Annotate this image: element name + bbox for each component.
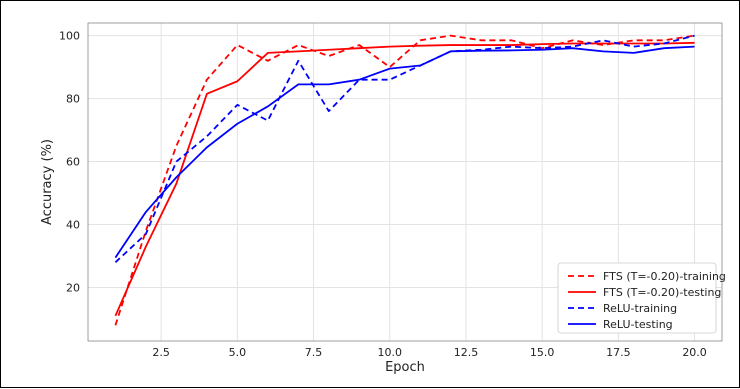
series-line-1 [114,41,695,317]
series-lines [114,34,695,326]
legend-label: FTS (T=-0.20)-testing [603,286,721,299]
legend: FTS (T=-0.20)-training FTS (T=-0.20)-test… [557,262,726,334]
x-axis-label: Epoch [385,360,425,375]
series-line-3 [114,45,695,259]
legend-label: ReLU-testing [603,318,673,331]
y-tick-label: 60 [66,156,80,169]
y-tick-label: 100 [59,30,80,43]
x-tick-label: 2.5 [152,346,170,359]
legend-label: FTS (T=-0.20)-training [603,270,726,283]
y-tick-label: 20 [66,281,80,294]
x-tick-label: 12.5 [454,346,479,359]
legend-label: ReLU-training [603,302,677,315]
plot-area-border [87,22,723,342]
legend-box [557,262,717,334]
y-tick-label: 40 [66,219,80,232]
x-tick-label: 15.0 [530,346,555,359]
x-tick-label: 10.0 [378,346,403,359]
axis-ticks: 2.5 5.0 7.5 10.0 12.5 15.0 17.5 20.0 20 40 60 80 100 [59,30,707,359]
x-tick-label: 17.5 [606,346,631,359]
x-tick-label: 20.0 [682,346,707,359]
y-axis-label: Accuracy (%) [40,139,55,225]
series-line-2 [114,34,695,263]
x-tick-label: 7.5 [305,346,323,359]
y-tick-label: 80 [66,93,80,106]
x-tick-label: 5.0 [229,346,247,359]
